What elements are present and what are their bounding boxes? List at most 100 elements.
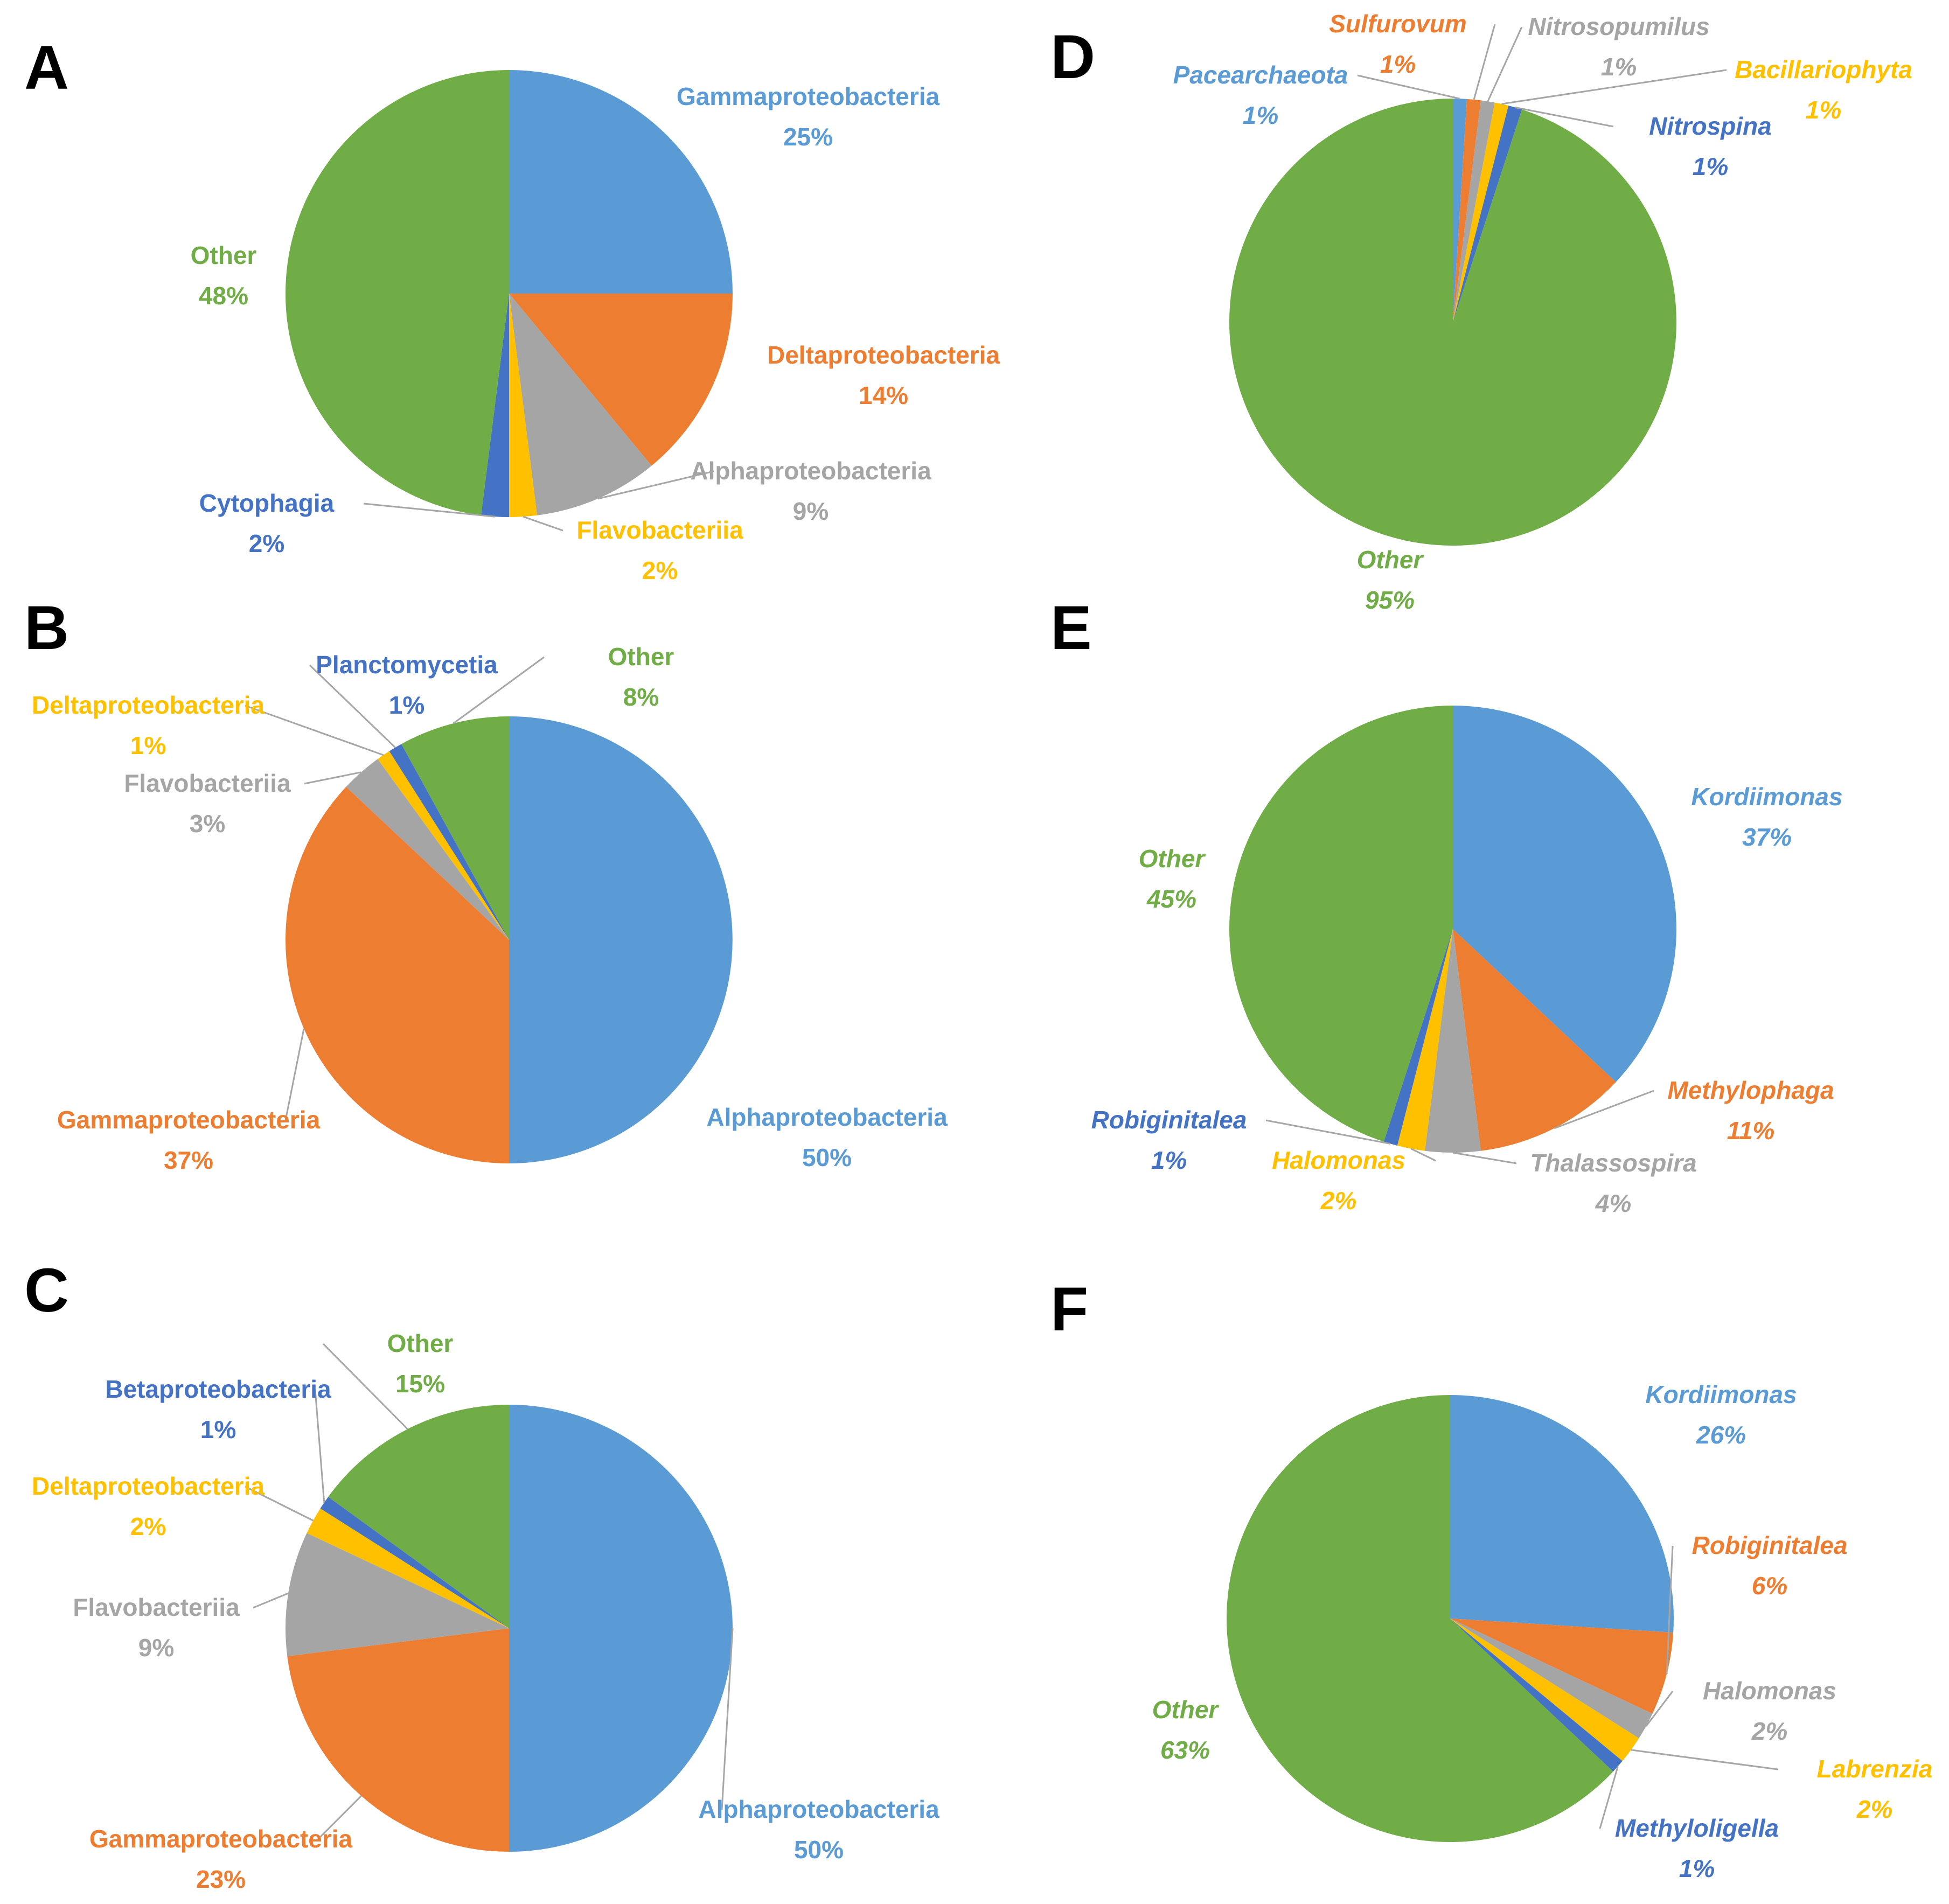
pie-a-label-flavobacteriia: Flavobacteriia 2% [576,516,743,584]
pie-a-leader-alphaproteobacteria [597,470,714,500]
pie-a-leaders [363,470,714,532]
pie-a-label-value: 25% [783,123,833,151]
pie-c-label-name: Flavobacteriia [73,1593,240,1621]
pie-a-label-deltaproteobacteria: Deltaproteobacteria 14% [767,341,1000,409]
pie-f-label-name: Other [1152,1696,1220,1724]
pie-d-label-value: 1% [1806,96,1841,124]
pie-f-label-value: 2% [1856,1795,1892,1823]
pie-a-label-other: Other 48% [191,241,257,310]
pie-b-label-name: Flavobacteriia [124,769,291,797]
pie-a-label-name: Alphaproteobacteria [690,457,931,485]
pie-f-labels: Kordiimonas 26% Robiginitalea 6% Halomonas 2%… [1152,1380,1933,1882]
pie-c-label-value: 2% [130,1512,166,1540]
pie-a-label-value: 14% [859,381,908,409]
pie-e-label-halomonas: Halomonas 2% [1272,1146,1405,1215]
panel-e: E Kordiimonas 37% Methylophaga 11% Thalassos… [1050,594,1843,1217]
pie-e-label-name: Methylophaga [1667,1076,1834,1104]
pie-b-label-name: Gammaproteobacteria [57,1106,321,1134]
pie-e-label-value: 11% [1727,1117,1775,1145]
pie-c-slice-betaproteobacteria [320,1497,509,1628]
pie-f-label-name: Robiginitalea [1692,1531,1848,1559]
pie-b-leader-planctomycetia [309,664,396,748]
pie-d-label-value: 1% [1693,152,1728,180]
pie-b-label-value: 8% [623,683,659,711]
pie-b-label-value: 1% [130,731,166,759]
pie-c-label-name: Other [387,1329,454,1357]
pie-d-label-name: Sulfurovum [1329,10,1467,38]
pie-f-slice-other [1227,1395,1613,1842]
panel-b: B Alphaproteobacteria 50% Gammaproteobacte… [24,594,948,1174]
pie-b-label-gammaproteobacteria: Gammaproteobacteria 37% [57,1106,321,1174]
pie-b-label-name: Deltaproteobacteria [32,691,264,719]
pie-a-label-name: Flavobacteriia [576,516,743,544]
pie-f-label-halomonas: Halomonas 2% [1703,1677,1836,1745]
pie-d-label-name: Nitrospina [1649,112,1771,140]
pie-e-label-kordiimonas: Kordiimonas 37% [1691,783,1842,851]
pie-f-slice-robiginitalea [1450,1619,1674,1714]
pie-b-label-name: Other [608,643,674,671]
pie-d-leader-bacillariophyta [1501,69,1727,105]
pie-e-leader-thalassospira [1452,1152,1517,1164]
pie-a-label-name: Other [191,241,257,269]
pie-b-slice-gammaproteobacteria [285,786,509,1163]
pie-f-label-value: 1% [1679,1854,1715,1882]
panel-d: D Pacearchaeota 1%Sulfurovum 1%Nitrosopumi… [1050,10,1912,614]
panel-c: C Alphaproteobacteria 50% Gammaproteobacte… [24,1256,939,1893]
pie-d-label-value: 1% [1243,101,1278,129]
pie-b-slices [285,716,733,1163]
pie-c-label-gammaproteobacteria: Gammaproteobacteria 23% [89,1825,353,1893]
pie-a-leader-flavobacteriia [523,515,563,532]
pie-e-label-methylophaga: Methylophaga 11% [1667,1076,1834,1145]
pie-c-labels: Alphaproteobacteria 50% Gammaproteobacteri… [32,1329,939,1893]
pie-d-label-name: Nitrosopumilus [1528,12,1709,40]
pie-d-label-name: Other [1357,546,1424,574]
panel-letter-f: F [1050,1275,1088,1344]
pie-b-label-deltaproteobacteria: Deltaproteobacteria 1% [32,691,264,759]
pie-b-label-value: 3% [190,810,225,838]
pie-a-label-alphaproteobacteria: Alphaproteobacteria 9% [690,457,931,525]
pie-b-label-alphaproteobacteria: Alphaproteobacteria 50% [706,1103,948,1171]
pie-c-label-value: 9% [138,1634,174,1662]
pie-a-slice-flavobacteriia [509,294,538,517]
pie-b-slice-flavobacteriia [346,759,509,940]
pie-c-label-name: Betaproteobacteria [105,1375,331,1403]
pie-a-label-value: 9% [793,497,829,525]
pie-b-leader-deltaproteobacteria [245,705,384,756]
pie-d-label-value: 1% [1601,53,1637,81]
pie-c-label-value: 15% [395,1370,445,1398]
panel-a: A Gammaproteobacteria 25% Deltaproteobacte… [24,33,1000,584]
pie-c-label-other: Other 15% [387,1329,454,1398]
panel-letter-b: B [24,594,69,662]
pie-e-slice-robiginitalea [1383,929,1453,1146]
pie-c-slice-other [328,1405,509,1628]
pie-e-slice-kordiimonas [1453,706,1677,1083]
pie-c-label-name: Alphaproteobacteria [698,1795,939,1823]
pie-d-label-sulfurovum: Sulfurovum 1% [1329,10,1467,78]
pie-f-leader-labrenzia [1631,1749,1778,1770]
panel-letter-a: A [24,33,69,102]
pie-a-label-value: 2% [642,556,678,584]
pie-b-label-planctomycetia: Planctomycetia 1% [316,651,498,719]
pie-f-label-value: 63% [1160,1736,1210,1764]
pie-e-slice-thalassospira [1424,929,1481,1153]
pie-b-labels: Alphaproteobacteria 50% Gammaproteobacteri… [32,643,948,1174]
pie-c-label-value: 1% [200,1415,236,1443]
panel-letter-e: E [1050,594,1092,662]
pie-f-label-methyloligella: Methyloligella 1% [1615,1814,1779,1882]
pie-b-slice-deltaproteobacteria [378,751,509,940]
panel-letter-d: D [1050,23,1095,92]
pie-b-label-name: Alphaproteobacteria [706,1103,948,1131]
pie-a-slices [285,69,733,517]
pie-a-label-cytophagia: Cytophagia 2% [199,489,335,557]
pie-f-label-robiginitalea: Robiginitalea 6% [1692,1531,1848,1600]
pie-d-label-value: 95% [1365,586,1415,614]
pie-f-label-name: Labrenzia [1817,1755,1933,1783]
pie-d-label-value: 1% [1380,50,1416,78]
pie-a-slice-alphaproteobacteria [509,294,652,515]
pie-b-leader-other [453,656,545,724]
pie-d-slice-nitrospina [1453,106,1522,323]
pie-c-slices [285,1405,733,1852]
pie-f-slices [1227,1395,1674,1842]
pie-e-label-name: Halomonas [1272,1146,1405,1174]
